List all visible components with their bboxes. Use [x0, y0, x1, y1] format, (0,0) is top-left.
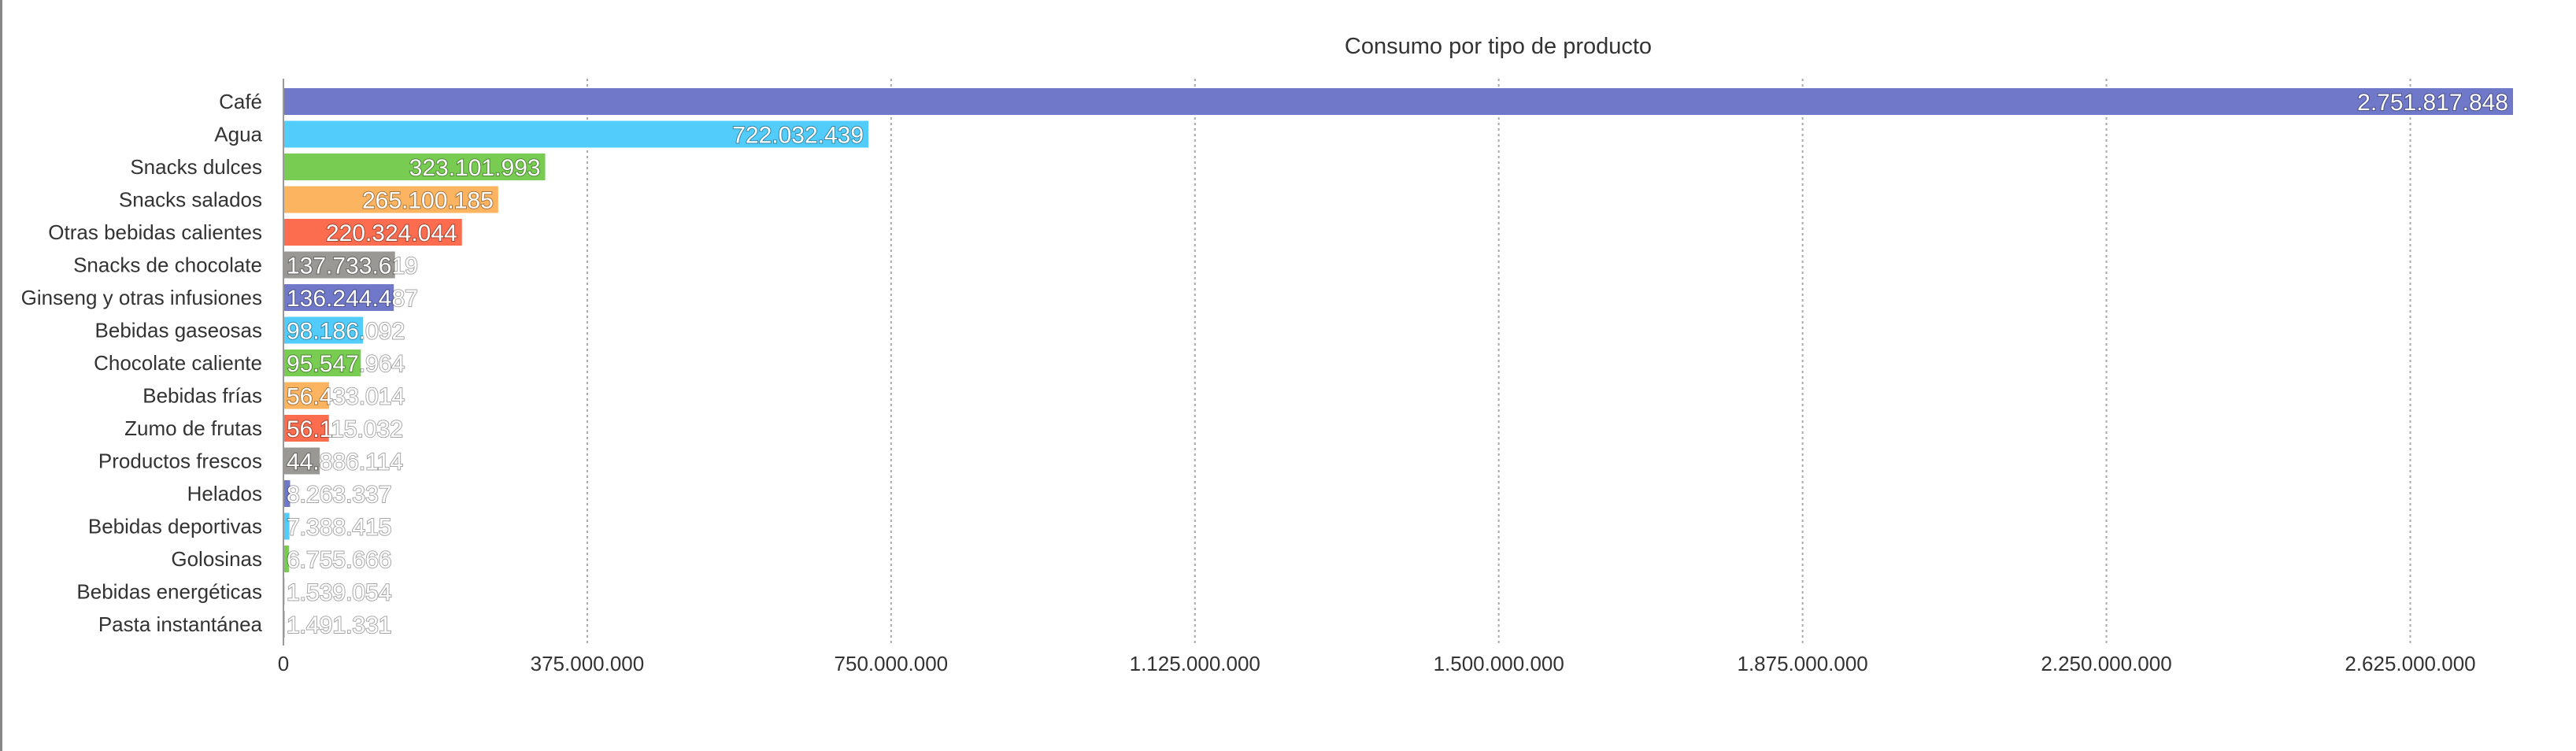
bar — [283, 415, 329, 442]
value-label: 7.388.415 — [287, 515, 391, 541]
bar — [283, 219, 462, 246]
bar — [283, 88, 2513, 115]
value-label: 8.263.337 — [287, 482, 391, 508]
bars: 2.751.817.848 722.032.439 323.101.993 265.1… — [283, 88, 2513, 639]
x-tick-label: 0 — [278, 652, 289, 675]
value-label: 98.186.092 — [287, 319, 405, 345]
chart-title: Consumo por tipo de producto — [1345, 34, 1652, 59]
category-label: Bebidas gaseosas — [95, 319, 262, 342]
category-label: Bebidas frías — [142, 384, 262, 408]
gridlines — [586, 79, 2411, 646]
x-tick-label: 1.125.000.000 — [1130, 652, 1260, 675]
category-label: Agua — [214, 123, 262, 146]
category-label: Productos frescos — [98, 449, 262, 473]
x-tick-label: 1.875.000.000 — [1737, 652, 1867, 675]
bar — [283, 546, 289, 572]
category-label: Chocolate caliente — [94, 351, 262, 375]
value-label: 1.491.331 — [287, 612, 391, 638]
category-label: Café — [219, 90, 262, 113]
value-label: 56.433.014 — [287, 384, 405, 410]
value-label: 220.324.044 — [326, 220, 457, 246]
value-label: 323.101.993 — [409, 155, 541, 181]
value-label: 6.755.666 — [287, 547, 391, 573]
value-label: 137.733.619 — [287, 253, 418, 279]
category-label: Snacks dulces — [130, 155, 262, 179]
bar — [283, 382, 330, 409]
value-label: 56.115.032 — [287, 416, 403, 442]
bar — [283, 316, 364, 344]
bar — [283, 480, 291, 507]
bar — [283, 447, 320, 475]
category-label: Snacks salados — [119, 188, 262, 212]
category-label: Otras bebidas calientes — [48, 220, 262, 244]
category-label: Helados — [187, 482, 262, 505]
value-label: 44.886.114 — [287, 449, 403, 475]
x-tick-label: 375.000.000 — [531, 652, 645, 675]
value-label: 265.100.185 — [362, 188, 494, 214]
value-label: 95.547.964 — [287, 351, 405, 377]
category-labels: Café Agua Snacks dulces Snacks salados Otras… — [21, 90, 263, 636]
x-tick-label: 750.000.000 — [835, 652, 949, 675]
x-tick-label: 2.250.000.000 — [2041, 652, 2171, 675]
category-label: Ginseng y otras infusiones — [21, 286, 262, 309]
category-label: Snacks de chocolate — [73, 253, 262, 277]
value-label: 722.032.439 — [732, 123, 864, 149]
value-label: 2.751.817.848 — [2357, 90, 2508, 116]
category-label: Zumo de frutas — [124, 416, 262, 440]
x-tick-labels: 0 375.000.000 750.000.000 1.125.000.000 1.50… — [278, 652, 2476, 675]
bar — [283, 186, 498, 213]
category-label: Bebidas deportivas — [88, 515, 262, 538]
x-tick-label: 2.625.000.000 — [2345, 652, 2475, 675]
bar — [283, 350, 361, 376]
bar — [283, 284, 394, 311]
value-label: 136.244.487 — [287, 286, 418, 312]
value-label: 1.539.054 — [287, 580, 391, 606]
bar — [283, 154, 546, 180]
bar — [283, 512, 290, 540]
bar — [283, 120, 869, 148]
x-tick-label: 1.500.000.000 — [1434, 652, 1564, 675]
bar — [283, 251, 395, 279]
category-label: Pasta instantánea — [98, 612, 263, 636]
category-label: Bebidas energéticas — [76, 580, 262, 604]
category-label: Golosinas — [171, 547, 262, 571]
